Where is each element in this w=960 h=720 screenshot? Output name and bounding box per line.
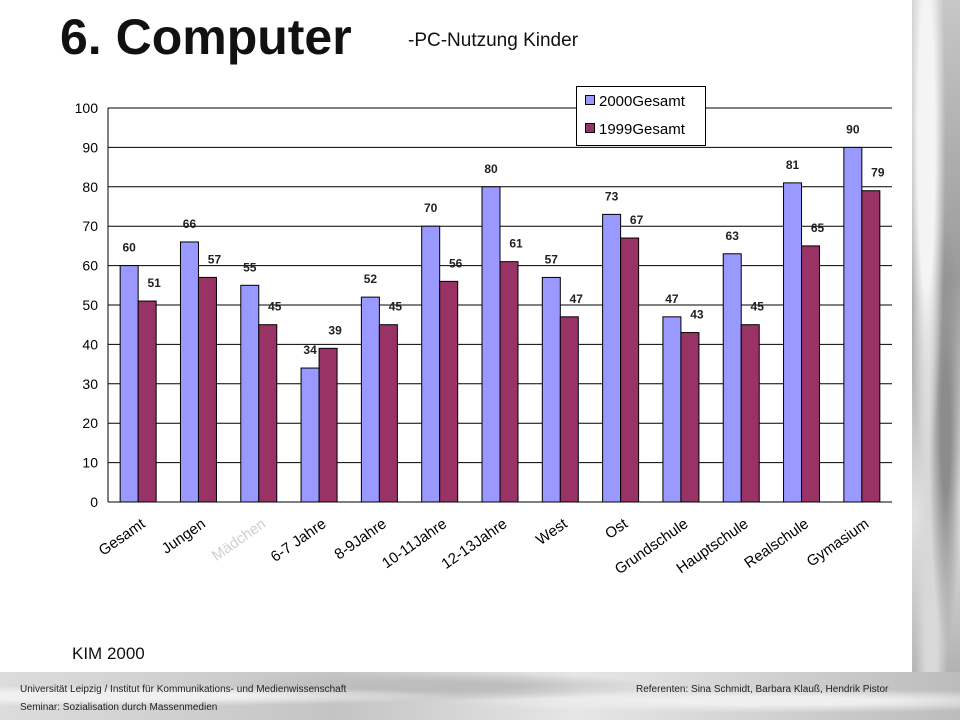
y-tick-label: 70 bbox=[82, 218, 98, 234]
bar-chart: 0 10 20 30 40 50 60 70 80 90 100 60 51 Gesamt 66 57 Jung… bbox=[75, 100, 892, 578]
source-label: KIM 2000 bbox=[72, 644, 145, 663]
marble-background-right bbox=[912, 0, 960, 720]
data-label: 79 bbox=[871, 166, 885, 180]
bar-2000 bbox=[843, 146, 863, 503]
data-label: 61 bbox=[509, 237, 523, 251]
data-label: 57 bbox=[208, 252, 222, 266]
bar-2000 bbox=[662, 316, 682, 503]
legend-swatch-2000 bbox=[585, 95, 595, 105]
x-tick-label: Gymasium bbox=[804, 515, 872, 570]
legend-swatch-1999 bbox=[585, 123, 595, 133]
bar-1999 bbox=[559, 316, 579, 503]
x-tick-label: 12-13Jahre bbox=[438, 515, 510, 572]
y-tick-label: 40 bbox=[82, 336, 98, 352]
x-tick-label: 10-11Jahre bbox=[379, 515, 450, 572]
bar-2000 bbox=[240, 284, 260, 503]
bar-2000 bbox=[722, 253, 742, 503]
legend-label-1999: 1999Gesamt bbox=[599, 121, 685, 138]
x-tick-label: Jungen bbox=[159, 515, 209, 557]
bar-1999 bbox=[740, 324, 760, 503]
slide-title: 6. Computer bbox=[60, 9, 352, 65]
bar-2000 bbox=[421, 225, 441, 503]
y-tick-label: 0 bbox=[90, 494, 98, 510]
data-label: 45 bbox=[389, 300, 403, 314]
data-label: 43 bbox=[690, 308, 704, 322]
bar-2000 bbox=[602, 213, 622, 503]
bar-1999 bbox=[318, 347, 338, 503]
marble-background-bottom bbox=[0, 672, 960, 720]
data-label: 70 bbox=[424, 201, 438, 215]
footer-presenters: Referenten: Sina Schmidt, Barbara Klauß,… bbox=[636, 684, 889, 695]
bar-1999 bbox=[499, 261, 519, 503]
data-label: 80 bbox=[484, 162, 498, 176]
data-label: 60 bbox=[122, 241, 136, 255]
data-label: 45 bbox=[268, 300, 282, 314]
y-tick-label: 80 bbox=[82, 179, 98, 195]
data-label: 34 bbox=[303, 343, 317, 357]
data-label: 73 bbox=[605, 189, 619, 203]
bar-1999 bbox=[137, 300, 157, 503]
y-tick-label: 50 bbox=[82, 297, 98, 313]
bar-1999 bbox=[197, 276, 217, 503]
bar-2000 bbox=[360, 296, 380, 503]
data-label: 47 bbox=[570, 292, 584, 306]
data-label: 57 bbox=[545, 252, 559, 266]
bar-1999 bbox=[620, 237, 640, 503]
bar-2000 bbox=[541, 276, 561, 503]
y-tick-label: 30 bbox=[82, 376, 98, 392]
y-tick-label: 90 bbox=[82, 139, 98, 155]
bar-2000 bbox=[481, 186, 501, 503]
data-label: 51 bbox=[147, 276, 161, 290]
data-label: 81 bbox=[786, 158, 800, 172]
footer-seminar: Seminar: Sozialisation durch Massenmedie… bbox=[20, 702, 218, 713]
bar-1999 bbox=[861, 190, 881, 503]
legend-item-1999: 1999Gesamt bbox=[585, 121, 685, 138]
chart-legend: 2000Gesamt 1999Gesamt bbox=[576, 86, 706, 146]
footer-institute: Universität Leipzig / Institut für Kommu… bbox=[20, 684, 347, 695]
data-label: 45 bbox=[751, 300, 765, 314]
y-tick-label: 100 bbox=[75, 100, 99, 116]
bar-2000 bbox=[300, 367, 320, 503]
y-tick-label: 10 bbox=[82, 455, 98, 471]
x-tick-label: Ost bbox=[602, 515, 632, 543]
bar-2000 bbox=[783, 182, 803, 503]
bar-1999 bbox=[680, 332, 700, 503]
data-label: 63 bbox=[726, 229, 740, 243]
x-tick-label: Realschule bbox=[741, 515, 812, 571]
bar-1999 bbox=[801, 245, 821, 503]
bar-1999 bbox=[258, 324, 278, 503]
bar-2000 bbox=[119, 265, 139, 503]
bar-1999 bbox=[439, 280, 459, 503]
x-tick-label: 6-7 Jahre bbox=[268, 515, 330, 565]
legend-item-2000: 2000Gesamt bbox=[585, 93, 685, 110]
data-label: 52 bbox=[364, 272, 378, 286]
bar-1999 bbox=[378, 324, 398, 503]
legend-label-2000: 2000Gesamt bbox=[599, 93, 685, 110]
bar-2000 bbox=[179, 241, 199, 503]
data-label: 47 bbox=[665, 292, 679, 306]
data-label: 55 bbox=[243, 260, 257, 274]
data-label: 65 bbox=[811, 221, 825, 235]
y-tick-label: 60 bbox=[82, 258, 98, 274]
data-label: 90 bbox=[846, 122, 860, 136]
data-label: 67 bbox=[630, 213, 644, 227]
data-label: 66 bbox=[183, 217, 197, 231]
data-label: 56 bbox=[449, 256, 463, 270]
slide-subtitle: -PC-Nutzung Kinder bbox=[408, 30, 579, 51]
x-tick-label: Mädchen bbox=[209, 515, 269, 564]
x-tick-label: Gesamt bbox=[96, 515, 149, 560]
data-label: 39 bbox=[328, 323, 342, 337]
x-tick-label: West bbox=[533, 515, 571, 549]
y-tick-label: 20 bbox=[82, 415, 98, 431]
